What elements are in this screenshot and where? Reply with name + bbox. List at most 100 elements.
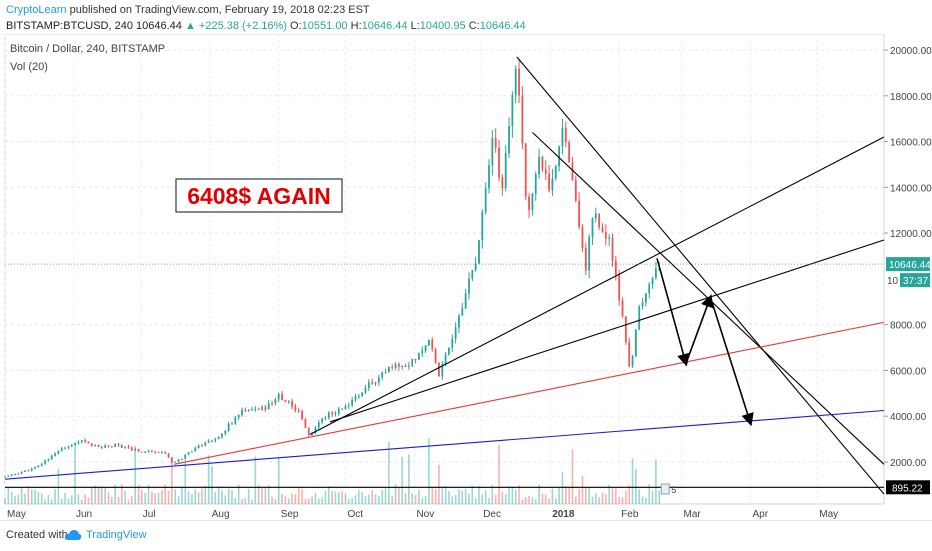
y-tick-label: 20000.00	[890, 46, 932, 57]
volume-bar	[588, 487, 590, 504]
volume-bar	[454, 494, 457, 504]
volume-bar	[60, 498, 63, 504]
candle-body	[14, 474, 16, 476]
candle-body	[237, 414, 240, 418]
volume-bar	[287, 498, 290, 504]
y-tick-label: 8000.00	[890, 321, 927, 332]
volume-bar	[448, 491, 450, 504]
volume-bar	[478, 486, 480, 504]
author-link[interactable]: CryptoLearn	[6, 4, 67, 16]
candle-body	[641, 302, 644, 307]
x-tick-label: Oct	[347, 509, 363, 520]
candle-body	[7, 475, 10, 477]
volume-bar	[331, 490, 333, 504]
candle-body	[47, 459, 50, 461]
volume-bar	[611, 488, 614, 504]
volume-bar	[171, 461, 173, 504]
candle-body	[601, 226, 604, 233]
candle-body	[287, 401, 290, 403]
candle-body	[254, 408, 257, 410]
volume-bar	[361, 492, 363, 504]
price-change: +225.38 (+2.16%)	[198, 20, 287, 32]
volume-bar	[631, 458, 634, 504]
volume-bar	[374, 494, 377, 504]
candle-body	[464, 293, 467, 309]
volume-bar	[4, 498, 6, 504]
volume-bar	[24, 493, 26, 504]
candle-body	[401, 365, 404, 367]
candle-body	[374, 382, 377, 384]
volume-bar	[541, 493, 544, 504]
tradingview-brand: TradingView	[86, 529, 147, 541]
candle-body	[351, 399, 354, 406]
volume-bar	[244, 498, 247, 504]
candle-body	[214, 439, 217, 441]
volume-bar	[281, 494, 283, 504]
candle-body	[94, 444, 97, 446]
candle-body	[397, 363, 400, 367]
candle-body	[201, 445, 203, 447]
volume-bar	[498, 444, 500, 504]
y-tick-label: 4000.00	[890, 412, 927, 423]
candle-body	[357, 395, 360, 397]
price-chart[interactable]: 20000.00 18000.00 16000.00 14000.00 12000.00…	[0, 34, 932, 520]
candle-body	[97, 444, 100, 447]
volume-bar	[201, 488, 203, 504]
open-value: 10551.00	[301, 20, 348, 32]
candle-body	[150, 450, 153, 452]
candle-body	[134, 449, 137, 451]
tradingview-logo[interactable]: TradingView	[64, 528, 147, 542]
volume-bar	[7, 487, 10, 504]
volume-bar	[117, 496, 120, 504]
volume-bar	[458, 489, 460, 504]
volume-bar	[411, 493, 414, 504]
volume-bar	[421, 498, 424, 504]
candle-body	[391, 366, 394, 368]
x-tick-label: Feb	[621, 509, 639, 520]
candle-body	[404, 365, 407, 367]
volume-bar	[247, 488, 250, 504]
volume-bar	[197, 492, 200, 504]
candle-body	[281, 393, 283, 400]
candle-body	[407, 365, 410, 367]
volume-bar	[481, 494, 484, 504]
up-arrow-icon: ▲	[184, 20, 196, 32]
candle-body	[431, 339, 434, 350]
volume-bar	[77, 494, 80, 504]
volume-bar	[558, 487, 560, 504]
candle-body	[584, 248, 587, 271]
candle-body	[598, 213, 601, 227]
volume-bar	[578, 488, 580, 504]
volume-bar	[111, 496, 113, 504]
annotation-text: 6408$ AGAIN	[187, 183, 331, 209]
candle-body	[364, 388, 367, 393]
candle-body	[117, 444, 120, 446]
volume-bar	[317, 498, 320, 504]
candle-body	[578, 200, 581, 228]
volume-badge-icon	[660, 483, 670, 495]
volume-bar	[521, 499, 524, 504]
trend-line	[174, 321, 885, 465]
volume-bar	[601, 492, 604, 504]
annotation-box[interactable]: 6408$ AGAIN	[175, 178, 343, 213]
candle-body	[74, 443, 76, 446]
candle-body	[100, 446, 103, 448]
candle-body	[618, 274, 621, 301]
x-tick-label: Nov	[416, 509, 434, 520]
candle-body	[568, 142, 571, 163]
candle-body	[140, 451, 143, 453]
symbol-label: BITSTAMP:BTCUSD, 240	[6, 20, 133, 32]
candle-body	[478, 240, 480, 264]
candle-body	[638, 306, 641, 330]
x-tick-label: Jun	[76, 509, 92, 520]
volume-bar	[64, 492, 66, 504]
candle-body	[204, 442, 207, 446]
volume-bar	[431, 486, 434, 504]
volume-bar	[67, 498, 70, 504]
volume-bar	[608, 484, 610, 504]
trend-line	[4, 409, 885, 480]
candle-body	[511, 95, 514, 127]
volume-bar	[261, 487, 263, 504]
volume-bar	[194, 489, 197, 504]
trend-line	[329, 239, 885, 423]
